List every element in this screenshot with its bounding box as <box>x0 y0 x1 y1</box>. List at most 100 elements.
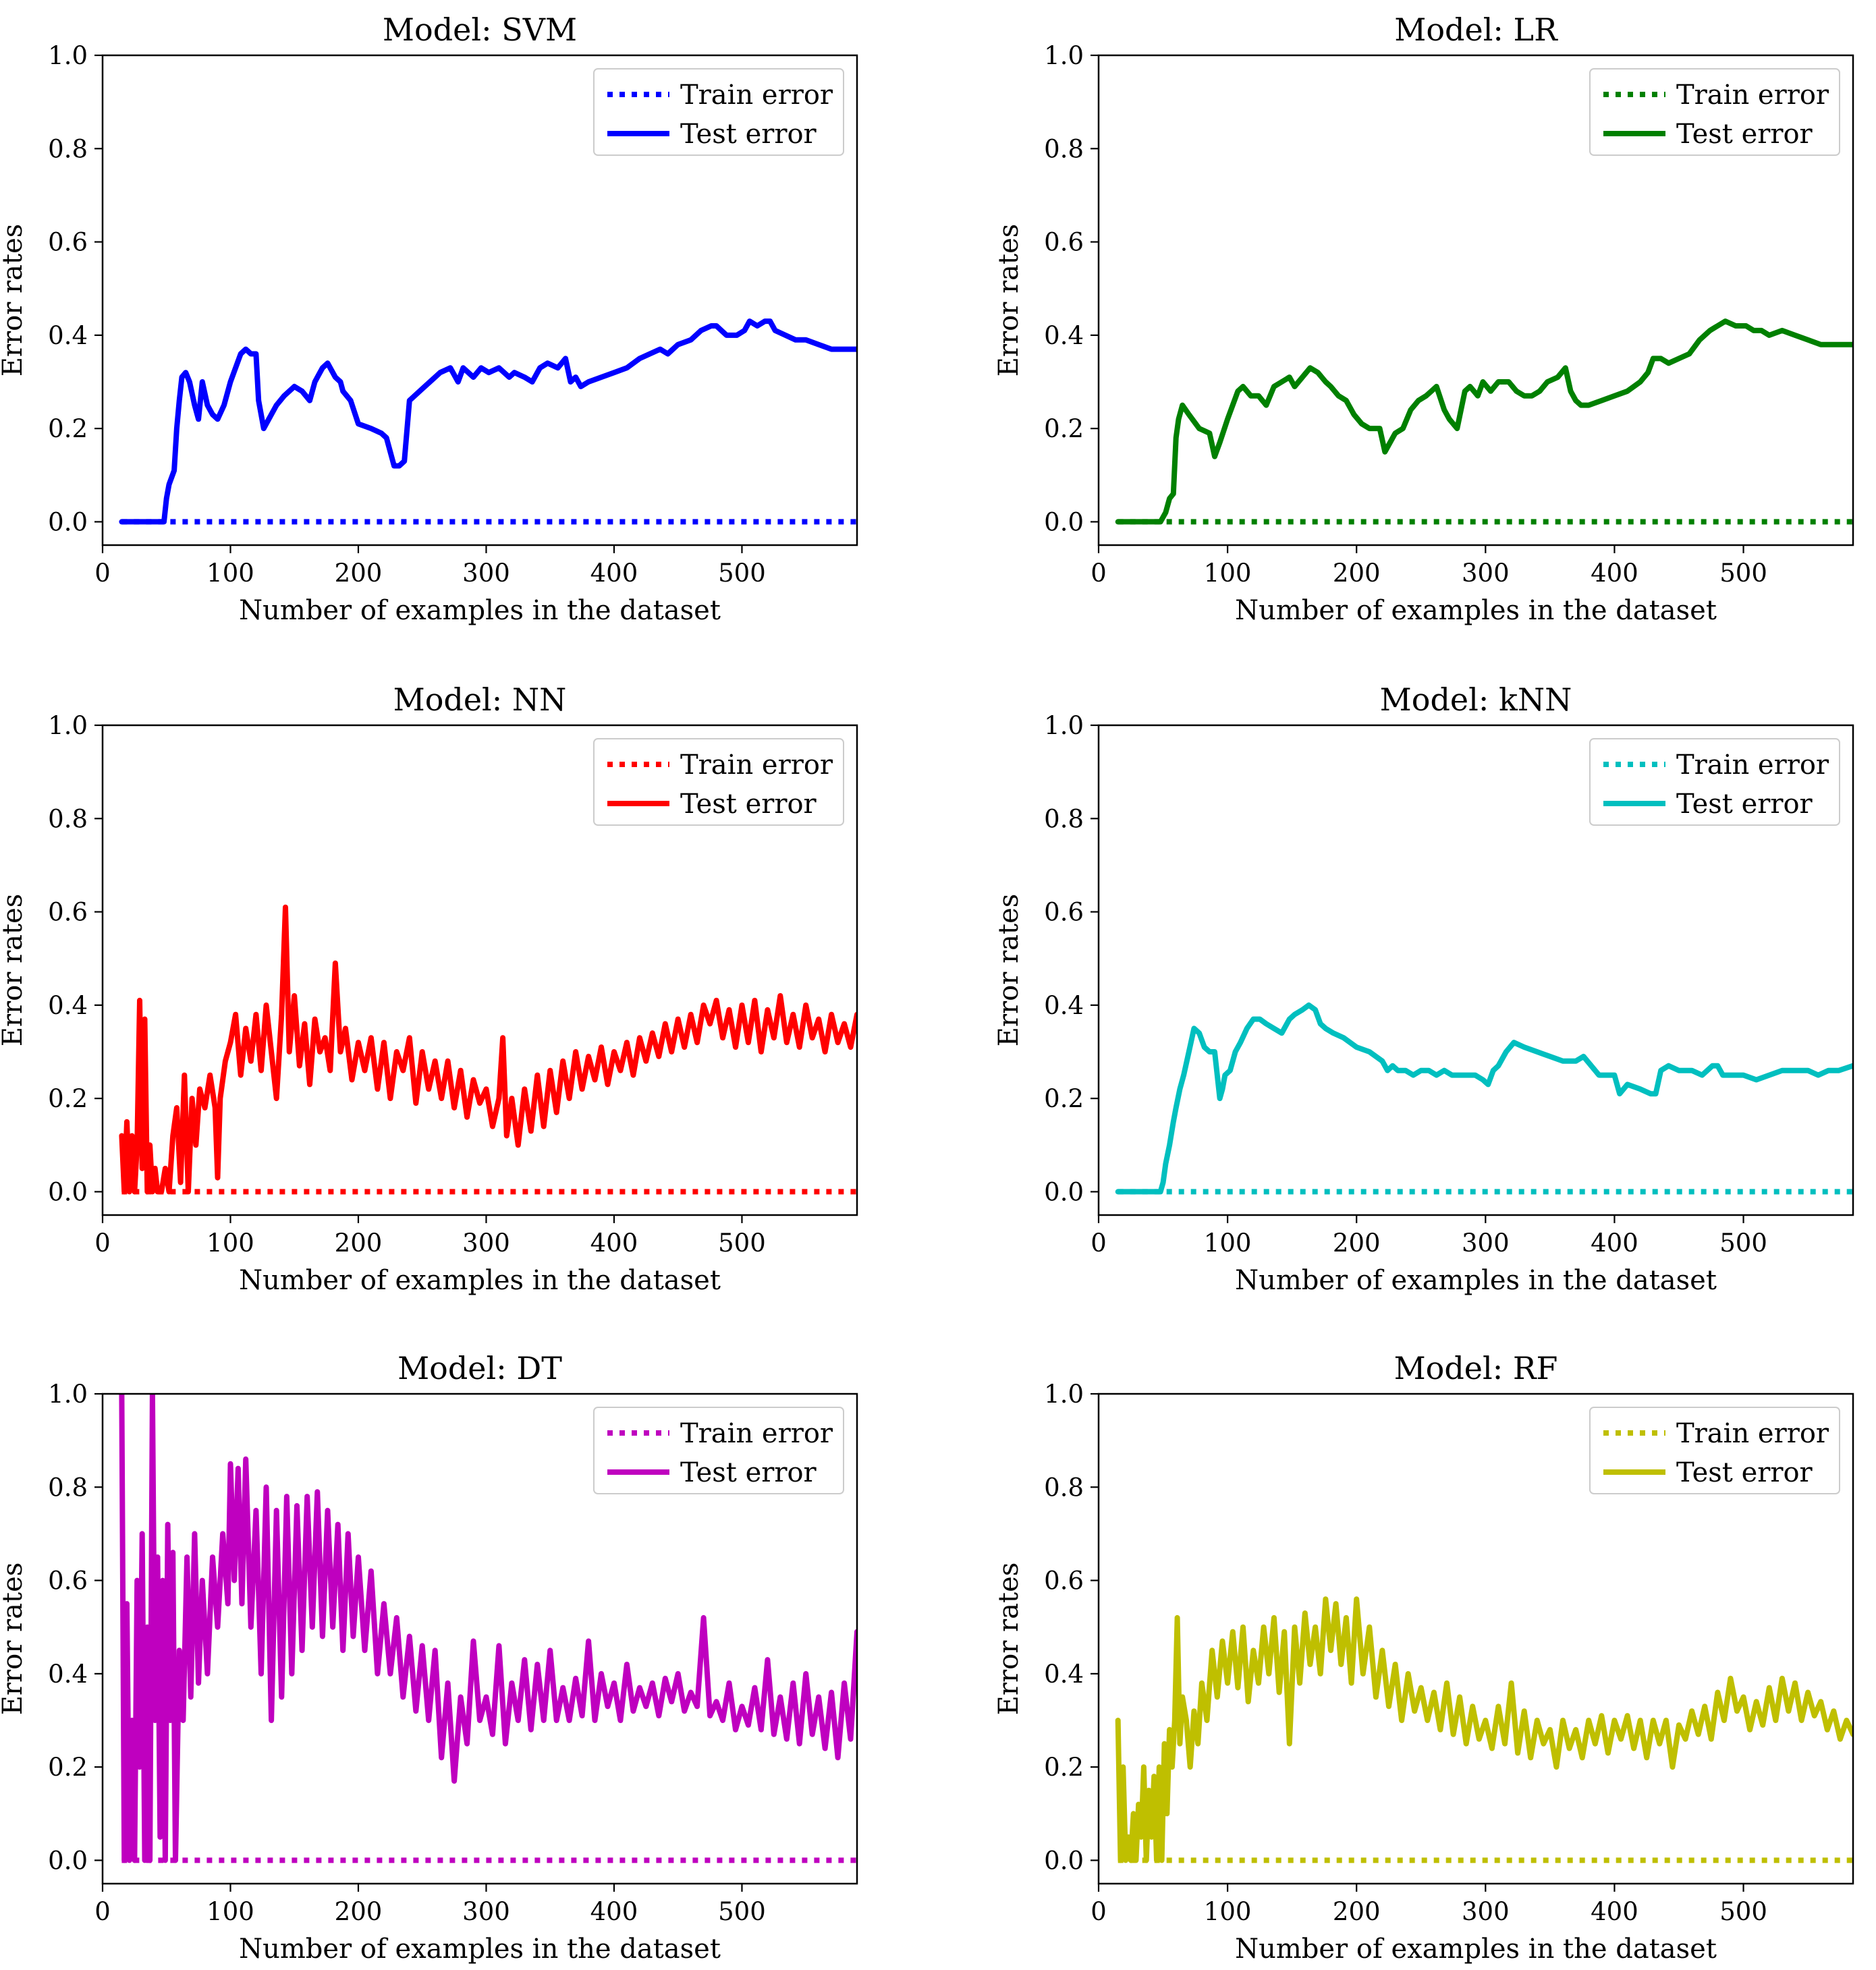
y-tick-label: 0.4 <box>1044 991 1084 1020</box>
chart-title: Model: SVM <box>383 11 577 48</box>
legend-label-train-error: Train error <box>1676 80 1829 111</box>
x-axis-label: Number of examples in the dataset <box>239 1265 721 1296</box>
chart-model-rf: Model: RF 0 100 200 300 400 500 0.0 0.2 0.4 0.6 0.8… <box>993 1350 1854 1965</box>
y-tick-label: 0.2 <box>1044 1084 1084 1113</box>
x-tick-label: 500 <box>1719 1229 1767 1258</box>
x-tick-label: 300 <box>1462 1229 1510 1258</box>
x-tick-label: 400 <box>1591 1229 1638 1258</box>
legend-label-train-error: Train error <box>1676 750 1829 781</box>
y-tick-label: 0.2 <box>48 1753 88 1782</box>
y-tick-label: 0.6 <box>1044 228 1084 257</box>
series-line-test-error <box>119 318 857 525</box>
y-tick-label: 0.6 <box>48 228 88 257</box>
series-line-test-error <box>1115 1002 1853 1195</box>
plot-frame <box>101 724 858 1216</box>
y-tick-label: 0.0 <box>48 1177 88 1206</box>
x-tick-label: 500 <box>1719 559 1767 588</box>
x-tick-label: 0 <box>1091 1897 1107 1926</box>
legend-label-test-error: Test error <box>1676 119 1813 150</box>
y-axis-label: Error rates <box>0 1563 28 1716</box>
x-tick-label: 200 <box>1333 559 1381 588</box>
y-axis-label: Error rates <box>993 894 1024 1047</box>
y-tick-label: 0.8 <box>1044 134 1084 163</box>
x-tick-label: 300 <box>1462 1897 1510 1926</box>
chart-model-svm: Model: SVM 0 100 200 300 400 500 0.0 0.2 0.4 0.6 0.… <box>0 11 858 626</box>
chart-title: Model: RF <box>1394 1350 1558 1386</box>
series-line-test-error <box>119 904 857 1195</box>
x-tick-label: 400 <box>1591 559 1638 588</box>
x-tick-label: 400 <box>590 559 638 588</box>
x-tick-label: 100 <box>1204 559 1252 588</box>
x-tick-label: 0 <box>1091 559 1107 588</box>
x-tick-label: 0 <box>1091 1229 1107 1258</box>
y-tick-label: 0.6 <box>1044 1567 1084 1596</box>
plot-frame <box>1097 724 1854 1216</box>
chart-model-dt: Model: DT 0 100 200 300 400 500 0.0 0.2 0.4 0.6 0.8… <box>0 1350 858 1965</box>
x-tick-label: 400 <box>590 1229 638 1258</box>
legend-label-test-error: Test error <box>680 789 817 820</box>
x-tick-label: 300 <box>462 1229 510 1258</box>
x-tick-label: 100 <box>1204 1229 1252 1258</box>
y-tick-label: 0.2 <box>1044 1753 1084 1782</box>
plot-frame <box>101 1392 858 1885</box>
x-tick-label: 500 <box>718 559 766 588</box>
x-tick-label: 0 <box>94 1897 111 1926</box>
x-tick-label: 200 <box>335 1229 383 1258</box>
y-tick-label: 0.2 <box>48 414 88 443</box>
x-tick-label: 200 <box>335 559 383 588</box>
x-tick-label: 0 <box>94 559 111 588</box>
x-tick-label: 200 <box>1333 1229 1381 1258</box>
legend-label-test-error: Test error <box>680 119 817 150</box>
series-line-test-error <box>119 1394 857 1863</box>
y-tick-label: 0.4 <box>48 991 88 1020</box>
legend: Train error Test error <box>593 1407 844 1494</box>
legend: Train error Test error <box>593 68 844 156</box>
legend-label-train-error: Train error <box>680 80 833 111</box>
x-axis-label: Number of examples in the dataset <box>239 595 721 626</box>
chart-model-lr: Model: LR 0 100 200 300 400 500 0.0 0.2 0.4 0.6 0.8… <box>993 11 1854 626</box>
x-tick-label: 400 <box>1591 1897 1638 1926</box>
legend-label-test-error: Test error <box>680 1457 817 1488</box>
y-tick-label: 1.0 <box>1044 711 1084 740</box>
x-tick-label: 200 <box>335 1897 383 1926</box>
y-tick-label: 0.8 <box>48 134 88 163</box>
x-axis-label: Number of examples in the dataset <box>239 1934 721 1965</box>
legend-label-train-error: Train error <box>680 1418 833 1449</box>
y-tick-label: 0.6 <box>48 1567 88 1596</box>
y-tick-label: 0.8 <box>1044 1473 1084 1502</box>
y-tick-label: 0.0 <box>48 507 88 536</box>
y-tick-label: 0.0 <box>48 1846 88 1875</box>
y-axis-label: Error rates <box>993 1563 1024 1716</box>
legend: Train error Test error <box>1589 68 1840 156</box>
y-tick-label: 0.4 <box>1044 1660 1084 1689</box>
y-tick-label: 0.2 <box>1044 414 1084 443</box>
y-tick-label: 0.6 <box>48 898 88 927</box>
x-tick-label: 300 <box>462 559 510 588</box>
x-tick-label: 100 <box>206 1897 254 1926</box>
x-tick-label: 100 <box>206 1229 254 1258</box>
x-tick-label: 300 <box>1462 559 1510 588</box>
x-tick-label: 100 <box>1204 1897 1252 1926</box>
legend: Train error Test error <box>1589 738 1840 826</box>
y-tick-label: 1.0 <box>48 41 88 70</box>
y-tick-label: 0.6 <box>1044 898 1084 927</box>
y-tick-label: 1.0 <box>1044 41 1084 70</box>
x-tick-label: 0 <box>94 1229 111 1258</box>
chart-title: Model: LR <box>1394 11 1558 48</box>
x-axis-label: Number of examples in the dataset <box>1235 1265 1717 1296</box>
y-tick-label: 1.0 <box>48 1380 88 1409</box>
y-tick-label: 1.0 <box>1044 1380 1084 1409</box>
y-axis-label: Error rates <box>0 894 28 1047</box>
plot-frame <box>1097 1392 1854 1885</box>
chart-model-knn: Model: kNN 0 100 200 300 400 500 0.0 0.2 0.4 0.6 0.… <box>993 681 1854 1296</box>
x-axis-label: Number of examples in the dataset <box>1235 595 1717 626</box>
y-tick-label: 0.8 <box>1044 804 1084 833</box>
y-tick-label: 1.0 <box>48 711 88 740</box>
chart-title: Model: DT <box>397 1350 562 1386</box>
plot-frame <box>101 54 858 546</box>
x-tick-label: 500 <box>718 1897 766 1926</box>
chart-title: Model: kNN <box>1380 681 1572 718</box>
y-tick-label: 0.4 <box>48 1660 88 1689</box>
y-tick-label: 0.4 <box>1044 321 1084 350</box>
